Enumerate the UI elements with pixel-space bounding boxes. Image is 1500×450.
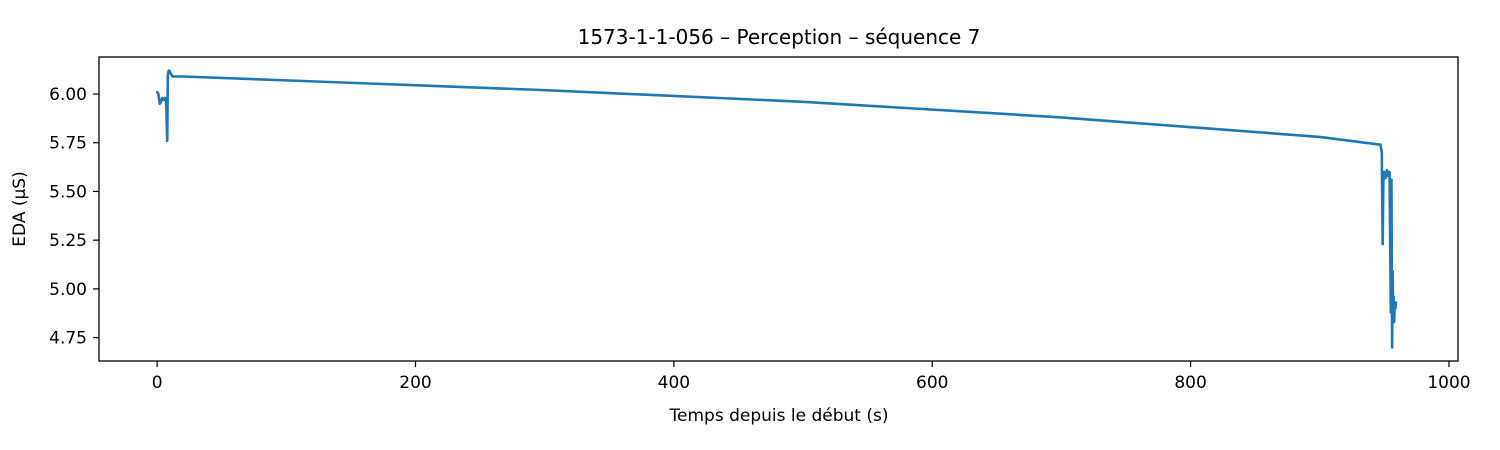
y-tick-label: 5.25 (49, 231, 87, 251)
y-axis-label: EDA (µS) (10, 171, 30, 246)
x-tick-label: 600 (916, 373, 948, 393)
x-tick-label: 400 (658, 373, 690, 393)
y-tick-label: 5.75 (49, 134, 87, 154)
chart-title: 1573-1-1-056 – Perception – séquence 7 (578, 25, 981, 49)
x-tick-label: 0 (152, 373, 163, 393)
plot-frame (98, 56, 1459, 362)
series-layer (155, 69, 1398, 349)
x-tick-label: 200 (399, 373, 431, 393)
x-tick-label: 800 (1174, 373, 1206, 393)
x-axis: 0 200 400 600 800 1000 (152, 361, 1471, 393)
y-tick-label: 4.75 (49, 329, 87, 349)
y-tick-label: 5.50 (49, 182, 87, 202)
y-tick-label: 5.00 (49, 280, 87, 300)
y-axis: 4.75 5.00 5.25 5.50 5.75 6.00 (49, 85, 99, 349)
y-tick-label: 6.00 (49, 85, 87, 105)
plot-area (98, 56, 1459, 362)
x-tick-label: 1000 (1427, 373, 1470, 393)
x-axis-label: Temps depuis le début (s) (669, 406, 889, 426)
series-line (155, 69, 1398, 349)
